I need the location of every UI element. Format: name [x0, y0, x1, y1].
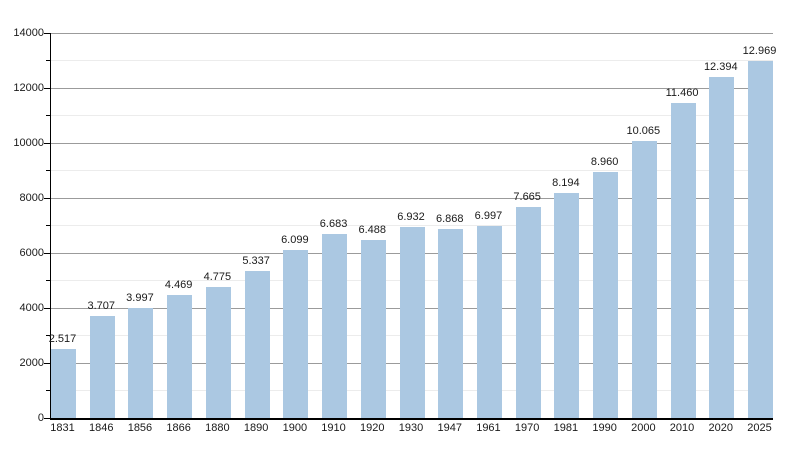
bar — [748, 61, 773, 418]
bar — [89, 316, 115, 418]
y-axis-tick-label: 12000 — [13, 82, 44, 94]
bar — [167, 295, 193, 418]
x-axis-tick-label: 1947 — [437, 422, 462, 434]
x-axis-tick-label: 1880 — [205, 422, 230, 434]
y-axis-major-tick — [44, 87, 50, 89]
bar-value-label: 6.099 — [281, 234, 309, 246]
bar-value-label: 12.969 — [742, 45, 777, 57]
y-axis-major-tick — [44, 32, 50, 34]
y-axis-minor-tick — [46, 280, 50, 281]
x-axis-tick-label: 1856 — [127, 422, 153, 434]
bar — [205, 287, 231, 418]
bar-value-label: 2.517 — [48, 333, 77, 345]
bar — [515, 207, 541, 418]
y-axis-minor-tick — [46, 335, 50, 336]
bar-value-label: 4.469 — [164, 279, 193, 291]
x-axis-tick-label: 2020 — [708, 422, 734, 434]
x-axis-tick-label: 1970 — [514, 422, 540, 434]
y-axis-tick-label: 2000 — [19, 357, 44, 369]
y-axis-tick-label: 8000 — [19, 192, 44, 204]
bar-value-label: 6.997 — [474, 210, 503, 222]
x-axis-tick-label: 1961 — [476, 422, 501, 434]
y-axis-minor-tick — [46, 390, 50, 391]
bar — [283, 250, 309, 418]
bar — [360, 240, 386, 418]
x-axis-tick-label: 2025 — [747, 422, 772, 434]
y-axis-major-tick — [44, 417, 50, 419]
x-axis-tick-label: 1831 — [50, 422, 75, 434]
y-axis-minor-tick — [46, 170, 50, 171]
plot-area — [44, 32, 773, 420]
bar — [51, 349, 76, 418]
gridline-major — [51, 142, 773, 144]
y-axis-minor-tick — [46, 225, 50, 226]
y-axis-tick-label: 14000 — [13, 27, 44, 39]
x-axis-tick-label: 1890 — [243, 422, 269, 434]
x-axis-tick-label: 1900 — [282, 422, 308, 434]
bar-value-label: 10.065 — [626, 125, 661, 137]
y-axis-tick-label: 0 — [37, 412, 44, 424]
bar — [593, 172, 619, 418]
bar-value-label: 6.868 — [435, 213, 464, 225]
bar — [631, 141, 657, 418]
x-axis-tick-label: 1866 — [166, 422, 191, 434]
bar — [476, 226, 502, 418]
bar — [670, 103, 696, 418]
y-axis-major-tick — [44, 197, 50, 199]
bar-value-label: 11.460 — [665, 87, 699, 99]
x-axis-tick-label: 1981 — [553, 422, 579, 434]
y-axis-major-tick — [44, 142, 50, 144]
bar-value-label: 6.683 — [319, 218, 348, 230]
y-axis-major-tick — [44, 307, 50, 309]
bar-value-label: 8.194 — [552, 177, 580, 189]
bar-value-label: 3.707 — [87, 300, 115, 312]
y-axis-tick-label: 6000 — [19, 247, 44, 259]
bar-value-label: 4.775 — [203, 271, 232, 283]
gridline-major — [51, 32, 773, 34]
x-axis-tick-label: 1990 — [592, 422, 617, 434]
bar — [554, 193, 580, 418]
gridline-minor — [51, 170, 773, 171]
y-axis-major-tick — [44, 362, 50, 364]
x-axis-tick-label: 1920 — [360, 422, 385, 434]
bar-value-label: 8.960 — [590, 156, 619, 168]
gridline-minor — [51, 115, 773, 116]
x-axis-tick-label: 1846 — [88, 422, 114, 434]
bar — [322, 234, 348, 418]
bar-value-label: 12.394 — [703, 61, 738, 73]
y-axis-tick-label: 4000 — [19, 302, 44, 314]
bar — [128, 308, 154, 418]
gridline-major — [51, 197, 773, 199]
gridline-minor — [51, 60, 773, 61]
y-axis-major-tick — [44, 252, 50, 254]
bar-value-label: 6.488 — [358, 224, 387, 236]
bar-value-label: 7.665 — [513, 191, 541, 203]
x-axis-tick-label: 1930 — [398, 422, 424, 434]
bar-value-label: 3.997 — [126, 292, 154, 304]
x-axis-tick-label: 2010 — [669, 422, 695, 434]
x-axis-tick-label: 1910 — [321, 422, 346, 434]
gridline-minor — [51, 225, 773, 226]
x-axis-tick-label: 2000 — [631, 422, 656, 434]
bar — [438, 229, 464, 418]
bar — [244, 271, 270, 418]
y-axis-minor-tick — [46, 115, 50, 116]
bar-value-label: 5.337 — [242, 255, 270, 267]
bar — [709, 77, 735, 418]
gridline-major — [51, 87, 773, 89]
y-axis-minor-tick — [46, 60, 50, 61]
bar-value-label: 6.932 — [397, 211, 425, 223]
y-axis-tick-label: 10000 — [13, 137, 44, 149]
bar — [399, 227, 425, 418]
